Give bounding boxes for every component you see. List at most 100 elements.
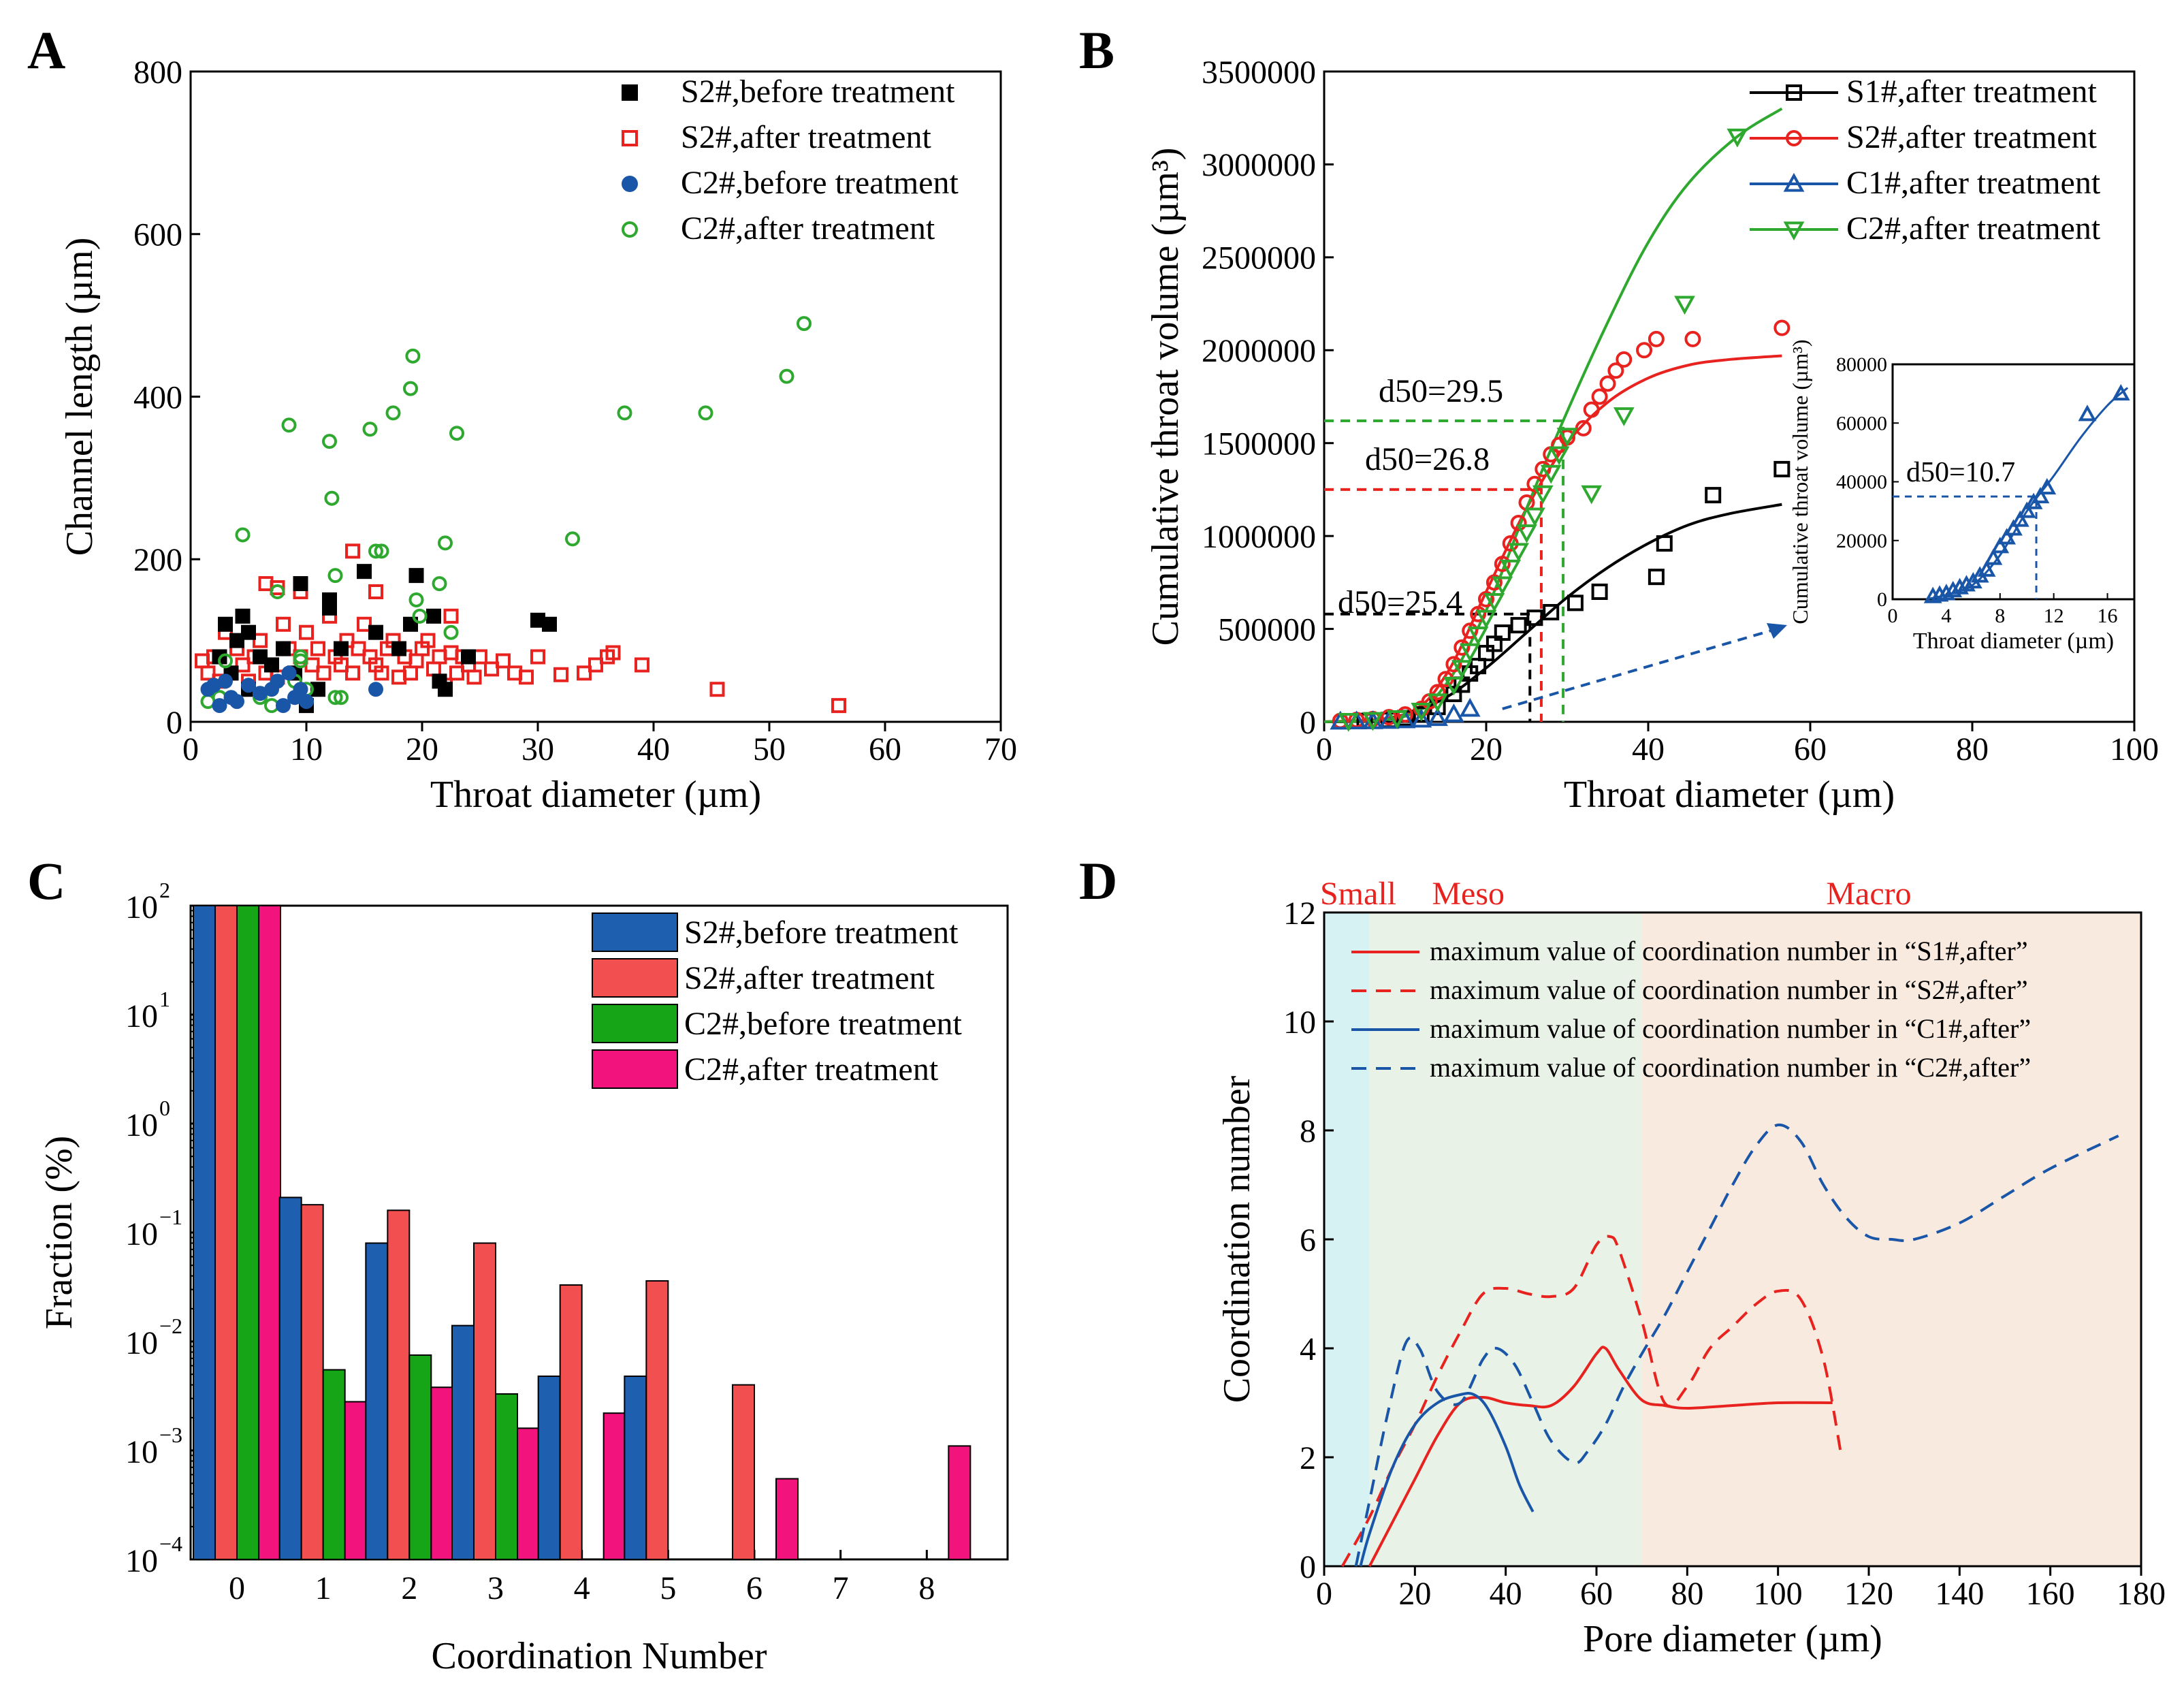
y-tick-label: 8 <box>1300 1113 1316 1149</box>
data-point <box>1548 446 1570 466</box>
inset-data-point <box>1991 537 2010 554</box>
data-point <box>327 568 343 584</box>
data-point <box>426 661 441 677</box>
legend-marker <box>1786 84 1802 101</box>
inset-y-tick-label: 0 <box>1877 588 1887 611</box>
data-point <box>1526 475 1543 492</box>
panel-a-scatter: 0 10 20 30 40 50 60 70 0 200 400 600 800 Throat diame… <box>59 54 1017 816</box>
data-point <box>235 608 251 624</box>
panel-c-bars: 10 −410 −310 −210 −110 010 110 20 1 2 3 4 5 6 7 8Coordi… <box>38 878 1009 1677</box>
data-point <box>403 381 418 396</box>
data-point <box>276 616 291 632</box>
y-tick-label: 10 <box>1283 1004 1316 1041</box>
data-point <box>1613 407 1635 426</box>
y-tick-label: 10 <box>125 1107 158 1143</box>
data-point <box>327 690 343 705</box>
data-point <box>1773 319 1790 336</box>
data-point <box>542 616 557 632</box>
data-point <box>530 612 545 628</box>
x-axis-title: Throat diameter (µm) <box>1564 774 1895 816</box>
x-tick-label: 0 <box>1316 731 1332 767</box>
inset-data-point <box>1984 548 2003 565</box>
bar <box>365 1242 389 1560</box>
x-tick-label: 2 <box>401 1570 417 1606</box>
data-point <box>324 490 340 506</box>
x-tick-label: 160 <box>2026 1576 2075 1612</box>
data-point <box>484 661 499 677</box>
bar <box>300 1204 324 1560</box>
bar <box>645 1280 669 1560</box>
x-tick-label: 180 <box>2117 1576 2166 1612</box>
legend-swatch <box>592 1049 678 1089</box>
data-point <box>345 665 360 681</box>
legend-marker <box>622 176 638 192</box>
data-point <box>218 673 233 689</box>
data-point <box>253 649 268 665</box>
data-point <box>1567 594 1584 612</box>
series-line <box>1340 1235 1843 1567</box>
legend-marker <box>622 221 638 238</box>
legend-label: C2#,after treatment <box>1846 210 2101 247</box>
data-point <box>310 641 325 656</box>
data-point <box>1467 626 1489 646</box>
inset-x-tick-label: 4 <box>1941 605 1951 627</box>
legend-label: S2#,before treatment <box>681 74 955 110</box>
x-tick-label: 0 <box>229 1570 245 1606</box>
y-tick-label: 10 <box>125 1325 158 1361</box>
y-tick-label: 3000000 <box>1202 147 1316 183</box>
legend-label: C2#,after treatment <box>681 210 935 247</box>
inset-x-tick-label: 16 <box>2098 605 2118 627</box>
data-point <box>253 633 268 648</box>
data-point <box>351 641 366 656</box>
legend-label: C2#,before treatment <box>684 1006 963 1042</box>
x-tick-label: 100 <box>1754 1576 1803 1612</box>
x-tick-label: 0 <box>182 731 199 767</box>
data-point <box>1540 464 1562 484</box>
x-tick-label: 5 <box>660 1570 676 1606</box>
x-tick-label: 20 <box>1470 731 1503 767</box>
y-tick-label: 12 <box>1283 895 1316 932</box>
x-tick-label: 30 <box>521 731 554 767</box>
data-point <box>1535 460 1552 477</box>
data-point <box>1773 460 1790 477</box>
inset-data-point <box>1937 584 1956 601</box>
bar <box>278 1196 302 1561</box>
bar <box>258 905 281 1560</box>
x-tick-label: 0 <box>1316 1576 1332 1612</box>
x-tick-label: 80 <box>1956 731 1989 767</box>
data-point <box>235 657 251 673</box>
legend-label: maximum value of coordination number in … <box>1430 936 2028 966</box>
inset-data-point <box>1977 560 1996 577</box>
panel-b-cumulative: 0 20 40 60 80 1000500000100000015000002000000… <box>1144 54 2159 816</box>
x-axis-title: Pore diameter (µm) <box>1583 1618 1882 1660</box>
bar <box>451 1324 475 1560</box>
inset-data-point <box>1997 528 2017 545</box>
legend-label: maximum value of coordination number in … <box>1430 1013 2031 1044</box>
data-point <box>235 527 251 543</box>
d50-label: d50=29.5 <box>1379 373 1503 409</box>
inset-data-point <box>2010 510 2029 527</box>
bar <box>344 1401 368 1561</box>
data-point <box>1510 617 1527 634</box>
y-tick-label: 10 <box>125 1543 158 1579</box>
y-tick-exponent: −1 <box>159 1205 182 1229</box>
y-axis-title: Cumulative throat volume (µm³) <box>1144 148 1187 646</box>
x-tick-label: 8 <box>918 1570 935 1606</box>
data-point <box>212 698 227 714</box>
data-point <box>270 584 285 599</box>
data-point <box>1599 375 1616 392</box>
data-point <box>270 673 285 689</box>
series-line <box>1359 1392 1535 1567</box>
data-point <box>310 682 325 697</box>
data-point <box>357 564 372 579</box>
y-axis-title: Coordination number <box>1216 1075 1258 1403</box>
x-tick-label: 50 <box>753 731 786 767</box>
data-point <box>617 405 632 421</box>
inset-y-tick-label: 60000 <box>1836 412 1887 434</box>
data-point <box>1427 693 1448 713</box>
data-point <box>1478 590 1494 607</box>
inset-data-point <box>2004 519 2023 536</box>
y-tick-label: 800 <box>133 54 182 91</box>
panel-label-a: A <box>27 20 65 80</box>
data-point <box>1583 401 1600 418</box>
